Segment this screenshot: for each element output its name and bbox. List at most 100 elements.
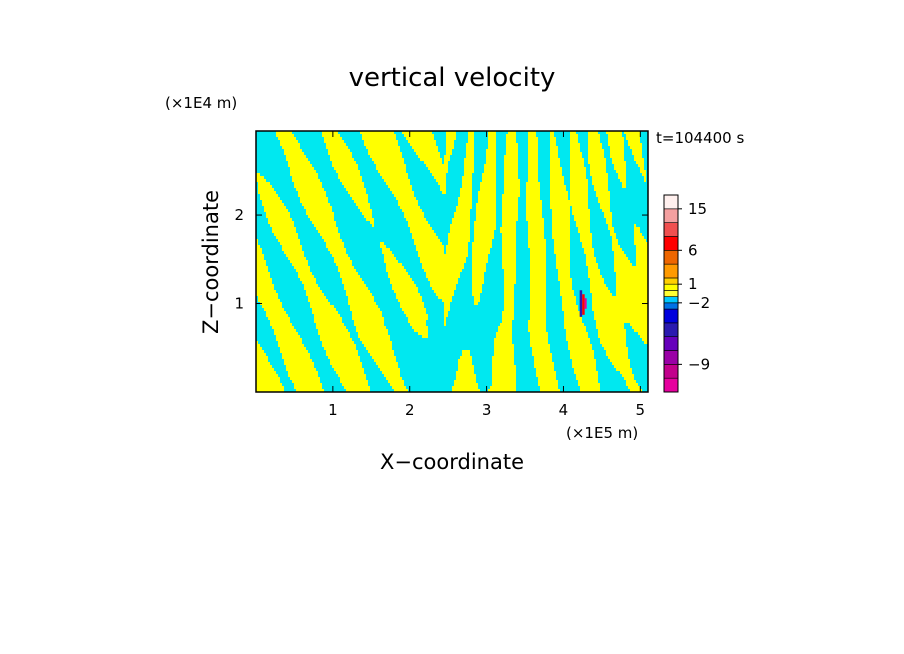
field-cell (290, 140, 293, 144)
field-cell (588, 131, 591, 135)
field-cell (416, 131, 419, 135)
field-cell (550, 143, 553, 147)
field-cell (570, 167, 573, 171)
field-cell (424, 140, 427, 144)
field-cell (534, 140, 537, 144)
field-cell (256, 167, 259, 171)
field-cell (550, 149, 553, 153)
field-cell (590, 131, 593, 135)
field-cell (612, 131, 615, 135)
field-cell (532, 164, 535, 168)
field-cell (428, 179, 431, 183)
field-cell (268, 152, 271, 156)
field-cell (644, 155, 647, 159)
field-cell (546, 161, 549, 165)
field-cell (634, 176, 637, 180)
field-cell (416, 164, 419, 168)
field-cell (294, 173, 297, 177)
field-cell (454, 137, 457, 141)
field-cell (270, 137, 273, 141)
field-cell (548, 179, 551, 183)
field-cell (446, 140, 449, 144)
field-cell (642, 170, 645, 174)
field-cell (592, 149, 595, 153)
field-cell (316, 179, 319, 183)
field-cell (534, 167, 537, 171)
field-cell (626, 149, 629, 153)
field-cell (616, 161, 619, 165)
field-cell (596, 149, 599, 153)
field-cell (538, 143, 541, 147)
field-cell (646, 161, 648, 165)
field-cell (570, 173, 573, 177)
field-cell (466, 155, 469, 159)
field-cell (582, 161, 585, 165)
field-cell (276, 146, 279, 150)
field-cell (412, 179, 415, 183)
field-cell (462, 161, 465, 165)
field-cell (516, 155, 519, 159)
field-cell (566, 170, 569, 174)
field-cell (396, 137, 399, 141)
field-cell (430, 146, 433, 150)
field-cell (310, 155, 313, 159)
field-cell (328, 143, 331, 147)
field-cell (378, 140, 381, 144)
field-cell (498, 155, 501, 159)
field-cell (438, 176, 441, 180)
field-cell (598, 146, 601, 150)
field-cell (408, 146, 411, 150)
field-cell (522, 179, 525, 183)
field-cell (460, 173, 463, 177)
field-cell (368, 173, 371, 177)
field-cell (552, 173, 555, 177)
field-cell (558, 173, 561, 177)
field-cell (426, 137, 429, 141)
field-cell (570, 155, 573, 159)
field-cell (576, 176, 579, 180)
field-cell (372, 164, 375, 168)
field-cell (582, 149, 585, 153)
field-cell (584, 134, 587, 138)
field-cell (458, 170, 461, 174)
field-cell (274, 155, 277, 159)
field-cell (602, 137, 605, 141)
field-cell (576, 170, 579, 174)
field-cell (348, 173, 351, 177)
field-cell (434, 170, 437, 174)
field-cell (474, 173, 477, 177)
field-cell (292, 179, 295, 183)
field-cell (456, 176, 459, 180)
field-cell (534, 134, 537, 138)
field-cell (510, 140, 513, 144)
field-cell (422, 146, 425, 150)
field-cell (370, 167, 373, 171)
field-cell (450, 164, 453, 168)
field-cell (568, 170, 571, 174)
field-cell (332, 170, 335, 174)
field-cell (456, 155, 459, 159)
field-cell (318, 134, 321, 138)
field-cell (358, 149, 361, 153)
field-cell (594, 152, 597, 156)
field-cell (288, 140, 291, 144)
field-cell (266, 155, 269, 159)
field-cell (260, 176, 263, 180)
field-cell (380, 137, 383, 141)
field-cell (460, 158, 463, 162)
field-cell (476, 152, 479, 156)
field-cell (568, 176, 571, 180)
field-cell (390, 161, 393, 165)
field-cell (308, 170, 311, 174)
field-cell (484, 158, 487, 162)
field-cell (256, 173, 259, 177)
field-cell (644, 134, 647, 138)
field-cell (570, 164, 573, 168)
field-cell (388, 149, 391, 153)
field-cell (354, 173, 357, 177)
field-cell (446, 137, 449, 141)
field-cell (410, 176, 413, 180)
field-cell (408, 164, 411, 168)
field-cell (266, 170, 269, 174)
field-cell (364, 161, 367, 165)
